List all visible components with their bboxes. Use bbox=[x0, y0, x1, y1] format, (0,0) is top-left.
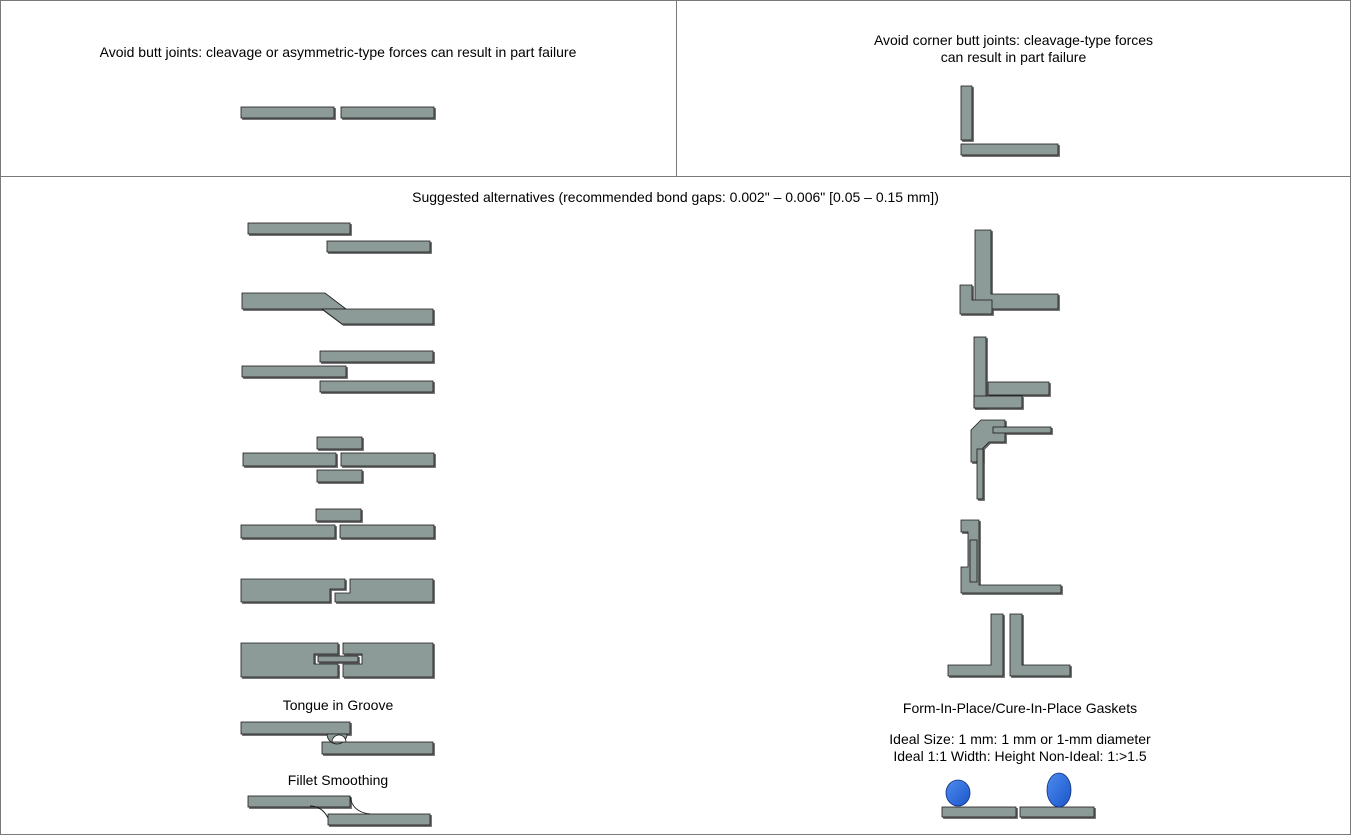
alternatives-heading: Suggested alternatives (recommended bond… bbox=[412, 189, 939, 205]
non-ideal-gasket-bead bbox=[1046, 772, 1072, 808]
fillet-smoothing-curves bbox=[309, 795, 371, 819]
fillet-smoothing-label: Fillet Smoothing bbox=[287, 772, 389, 788]
gasket-plates-figure bbox=[941, 806, 1095, 818]
top-left-caption: Avoid butt joints: cleavage or asymmetri… bbox=[99, 44, 577, 60]
gasket-ideal-size-label: Ideal Size: 1 mm: 1 mm or 1-mm diameter bbox=[889, 731, 1151, 747]
tapered-lap-joint-figure bbox=[241, 292, 434, 325]
tongue-in-groove-fillet-figure bbox=[240, 721, 434, 755]
t-joint-figure bbox=[947, 613, 1071, 677]
corner-channel-figure bbox=[960, 519, 1062, 594]
corner-butt-joint-figure bbox=[960, 85, 1059, 156]
top-right-caption-line1: Avoid corner butt joints: cleavage-type … bbox=[873, 32, 1154, 48]
butt-joint-figure bbox=[240, 106, 435, 119]
corner-mitered-angle-figure bbox=[970, 419, 1052, 500]
top-right-caption-line2: can result in part failure bbox=[940, 49, 1087, 65]
tongue-in-groove-figure bbox=[240, 642, 434, 678]
ideal-gasket-bead bbox=[945, 779, 971, 807]
double-lap-joint-figure bbox=[241, 350, 434, 393]
corner-lap-joint-figure bbox=[959, 229, 1059, 315]
fillet-bead-figure bbox=[326, 733, 348, 745]
tongue-in-groove-label: Tongue in Groove bbox=[282, 697, 394, 713]
lap-joint-figure bbox=[247, 222, 431, 253]
gasket-beads bbox=[945, 772, 1072, 808]
gasket-ideal-ratio-label: Ideal 1:1 Width: Height Non-Ideal: 1:>1.… bbox=[893, 748, 1147, 764]
fillet-smoothing-figure bbox=[247, 795, 431, 826]
stepped-lap-joint-figure bbox=[240, 578, 434, 603]
double-strap-joint-figure bbox=[242, 436, 435, 483]
corner-double-lap-figure bbox=[973, 336, 1050, 409]
single-strap-joint-figure bbox=[240, 508, 435, 539]
gasket-title-label: Form-In-Place/Cure-In-Place Gaskets bbox=[902, 700, 1138, 716]
